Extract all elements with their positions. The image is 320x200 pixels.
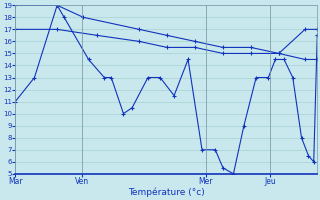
X-axis label: Température (°c): Température (°c) (128, 188, 204, 197)
